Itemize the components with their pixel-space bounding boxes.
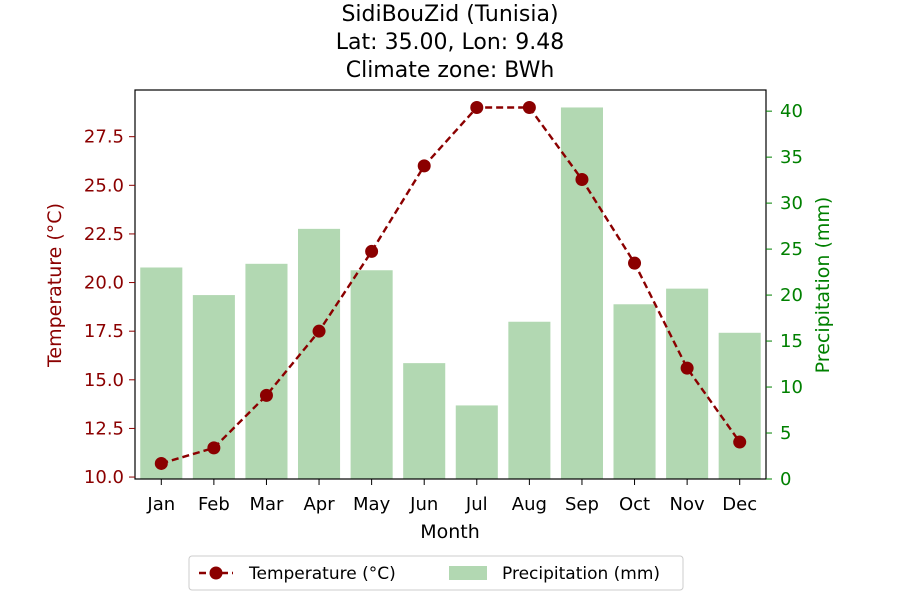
precip-bar-mar bbox=[245, 263, 288, 479]
temperature-point-feb bbox=[207, 441, 221, 455]
y-right-tick-label: 10 bbox=[780, 377, 803, 398]
legend-temperature-marker bbox=[209, 566, 223, 580]
temperature-point-mar bbox=[259, 388, 273, 402]
x-tick-label-sep: Sep bbox=[565, 494, 599, 515]
precip-bar-jan bbox=[140, 267, 183, 479]
temperature-point-jan bbox=[154, 456, 168, 470]
precip-bar-jun bbox=[403, 363, 446, 479]
y-right-tick-label: 5 bbox=[780, 423, 791, 444]
y-right-tick-label: 40 bbox=[780, 101, 803, 122]
temperature-point-may bbox=[365, 244, 379, 258]
temperature-point-sep bbox=[575, 172, 589, 186]
y-left-axis-label: Temperature (°C) bbox=[44, 203, 66, 368]
y-right-tick-label: 0 bbox=[780, 469, 791, 490]
precip-bar-oct bbox=[613, 304, 656, 479]
temperature-point-apr bbox=[312, 324, 326, 338]
precip-bar-jul bbox=[455, 405, 498, 479]
precip-bar-apr bbox=[298, 228, 341, 479]
y-right-tick-label: 20 bbox=[780, 285, 803, 306]
precip-bar-sep bbox=[560, 107, 603, 480]
y-right-axis-label: Precipitation (mm) bbox=[812, 197, 834, 374]
temperature-line bbox=[160, 106, 741, 465]
x-tick-label-jul: Jul bbox=[465, 494, 488, 515]
plot-frame bbox=[134, 89, 767, 480]
y-left-tick-label: 17.5 bbox=[84, 321, 124, 342]
y-left-tick-label: 27.5 bbox=[84, 127, 124, 148]
temperature-point-dec bbox=[733, 435, 747, 449]
precip-bar-aug bbox=[508, 321, 551, 479]
axes: Jan Feb Mar Apr May Jun Jul Aug Sep Oct Nov Dec 10.0… bbox=[84, 89, 803, 515]
x-tick-label-may: May bbox=[353, 494, 391, 515]
chart-title-line-1: SidiBouZid (Tunisia) bbox=[341, 2, 558, 27]
x-axis-label: Month bbox=[420, 521, 480, 543]
y-right-tick-label: 35 bbox=[780, 147, 803, 168]
x-tick-label-mar: Mar bbox=[249, 494, 284, 515]
x-tick-label-apr: Apr bbox=[303, 494, 335, 515]
legend-box bbox=[188, 555, 684, 591]
temperature-point-jun bbox=[417, 159, 431, 173]
temperature-point-nov bbox=[680, 361, 694, 375]
precip-bar-nov bbox=[666, 288, 709, 479]
precip-bar-may bbox=[350, 270, 393, 479]
x-tick-label-oct: Oct bbox=[619, 494, 650, 515]
y-right-tick-label: 30 bbox=[780, 193, 803, 214]
x-tick-label-dec: Dec bbox=[722, 494, 757, 515]
y-left-tick-label: 10.0 bbox=[84, 467, 124, 488]
legend: Temperature (°C) Precipitation (mm) bbox=[188, 555, 684, 591]
y-right-tick-label: 15 bbox=[780, 331, 803, 352]
x-tick-label-jan: Jan bbox=[146, 494, 175, 515]
x-tick-label-feb: Feb bbox=[198, 494, 230, 515]
temperature-point-oct bbox=[628, 256, 642, 270]
precipitation-bars bbox=[140, 107, 761, 480]
y-left-tick-label: 22.5 bbox=[84, 224, 124, 245]
precip-bar-dec bbox=[718, 332, 761, 479]
y-left-tick-label: 15.0 bbox=[84, 370, 124, 391]
y-left-tick-label: 12.5 bbox=[84, 418, 124, 439]
x-tick-label-nov: Nov bbox=[670, 494, 705, 515]
y-left-tick-label: 20.0 bbox=[84, 273, 124, 294]
temperature-point-aug bbox=[522, 101, 536, 115]
y-left-tick-label: 25.0 bbox=[84, 175, 124, 196]
legend-temperature-label: Temperature (°C) bbox=[248, 564, 396, 584]
chart-title-line-2: Lat: 35.00, Lon: 9.48 bbox=[336, 30, 564, 55]
x-tick-label-jun: Jun bbox=[409, 494, 438, 515]
x-tick-label-aug: Aug bbox=[512, 494, 547, 515]
legend-precipitation-label: Precipitation (mm) bbox=[502, 564, 660, 584]
legend-precipitation-swatch bbox=[449, 566, 487, 580]
temperature-point-jul bbox=[470, 101, 484, 115]
chart-title-line-3: Climate zone: BWh bbox=[346, 58, 555, 83]
y-right-tick-label: 25 bbox=[780, 239, 803, 260]
temperature-line-group bbox=[154, 101, 747, 470]
